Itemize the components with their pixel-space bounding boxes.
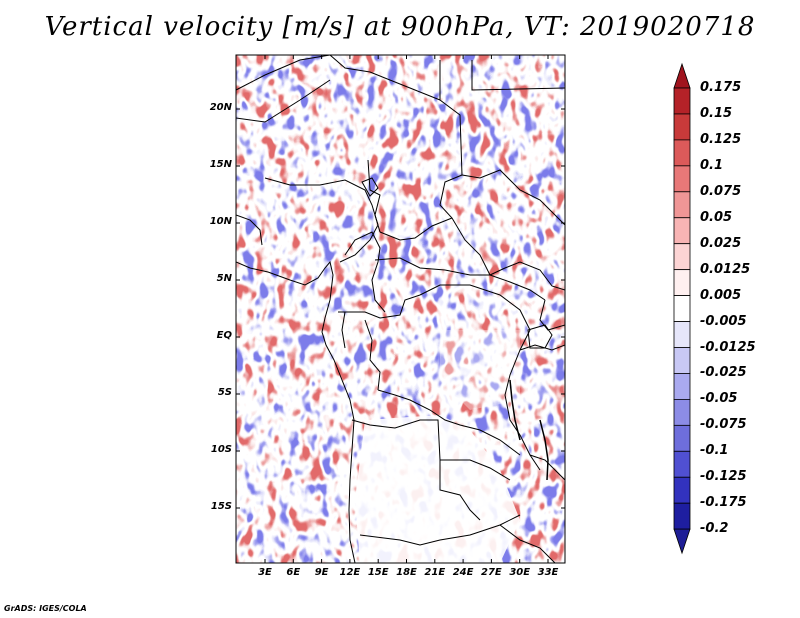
calm-regions (355, 330, 520, 563)
colorbar-label: 0.175 (700, 80, 742, 95)
colorbar-box (673, 502, 691, 530)
colorbar-box (673, 321, 691, 348)
colorbar-label: -0.2 (700, 521, 729, 537)
colorbar-box (673, 165, 691, 193)
colorbar-label: -0.025 (700, 365, 747, 381)
colorbar-label: -0.05 (700, 391, 738, 407)
colorbar-box (673, 87, 691, 115)
lon-label: 30E (509, 567, 531, 578)
colorbar-label: -0.075 (700, 417, 747, 433)
lat-label: 20N (209, 102, 232, 113)
map-frame (235, 54, 566, 564)
colorbar-label: 0.005 (700, 287, 742, 303)
axis-ticks (236, 55, 565, 563)
lon-label: 21E (424, 567, 446, 578)
lon-label: 9E (314, 567, 329, 578)
colorbar-box (673, 476, 691, 504)
colorbar-box (673, 424, 691, 452)
lat-label: 15S (210, 501, 232, 512)
colorbar-label: -0.125 (700, 469, 747, 485)
colorbar-box (673, 269, 691, 296)
lat-label: 10N (209, 216, 232, 227)
lat-label: 5S (217, 387, 232, 398)
colorbar-label: 0.05 (700, 209, 733, 225)
lon-label: 18E (396, 567, 417, 578)
colorbar-label: 0.0125 (700, 261, 751, 277)
lon-label: 3E (258, 567, 272, 578)
lon-label: 24E (452, 567, 474, 578)
lon-label: 12E (339, 567, 361, 578)
colorbar-label: -0.1 (700, 443, 729, 459)
colorbar-label: 0.075 (700, 183, 742, 199)
colorbar-box (673, 191, 691, 219)
colorbar-box (673, 243, 691, 271)
colorbar-label: -0.175 (700, 495, 747, 511)
lat-label: 10S (210, 444, 232, 455)
colorbar-box (673, 398, 691, 426)
colorbar-box (673, 113, 691, 141)
colorbar-box (673, 347, 691, 374)
colorbar-box (673, 450, 691, 478)
lon-label: 15E (367, 567, 389, 578)
credit-text: GrADS: IGES/COLA (4, 604, 87, 613)
map-borders (236, 55, 565, 563)
lon-label: 6E (286, 567, 301, 578)
lon-label: 27E (481, 567, 502, 578)
colorbar-box (673, 373, 691, 400)
lat-label: EQ (216, 330, 232, 341)
colorbar-label: 0.15 (700, 105, 733, 121)
colorbar-box (673, 217, 691, 245)
colorbar-box (673, 139, 691, 167)
colorbar-label: -0.005 (700, 313, 747, 329)
colorbar-over-arrow (673, 62, 691, 89)
lat-label: 5N (216, 273, 232, 284)
colorbar-under-arrow (673, 528, 691, 555)
colorbar-box (673, 295, 691, 322)
chart-title: Vertical velocity [m/s] at 900hPa, VT: 2… (44, 12, 756, 42)
colorbar-label: 0.125 (700, 131, 742, 147)
colorbar-label: 0.025 (700, 235, 742, 251)
lon-label: 33E (537, 567, 559, 578)
colorbar-label: -0.0125 (700, 339, 756, 355)
lat-label: 15N (209, 159, 232, 170)
colorbar-label: 0.1 (700, 157, 724, 173)
colorbar (673, 62, 691, 555)
